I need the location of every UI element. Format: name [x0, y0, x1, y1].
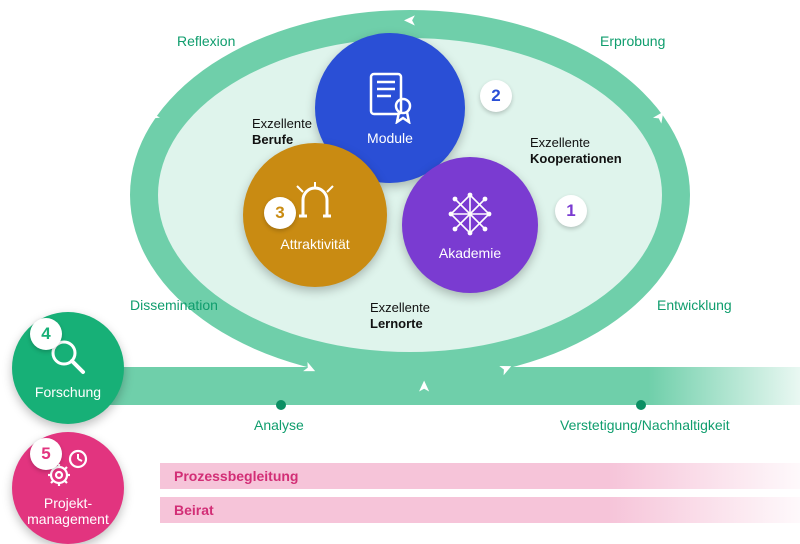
- rim-arrow-icon: ➤: [415, 381, 432, 393]
- rim-label-analyse: Analyse: [254, 417, 304, 433]
- rim-label-entwicklung: Entwicklung: [657, 297, 732, 313]
- rim-label-dissemination: Dissemination: [130, 297, 218, 313]
- node-badge-1: 1: [555, 195, 587, 227]
- pink-bar-beirat: Beirat: [160, 497, 800, 523]
- badge-number: 1: [566, 201, 575, 221]
- flow-ribbon: [110, 367, 800, 405]
- certificate-icon: [365, 70, 415, 124]
- node-badge-3: 3: [264, 197, 296, 229]
- node-label: Akademie: [439, 245, 501, 261]
- node-forschung: Forschung: [12, 312, 124, 424]
- badge-number: 2: [491, 86, 500, 106]
- badge-number: 4: [41, 324, 50, 344]
- excellence-kooperationen: Exzellente Kooperationen: [530, 135, 622, 168]
- badge-number: 3: [275, 203, 284, 223]
- node-label: Module: [367, 130, 413, 146]
- excellence-lernorte: Exzellente Lernorte: [370, 300, 430, 333]
- ribbon-dot: [276, 400, 286, 410]
- rim-label-verstetigung: Verstetigung/Nachhaltigkeit: [560, 417, 730, 433]
- excellence-line1: Exzellente: [252, 116, 312, 132]
- node-badge-4: 4: [30, 318, 62, 350]
- excellence-line2: Kooperationen: [530, 151, 622, 167]
- node-projektmanagement: Projekt- management: [12, 432, 124, 544]
- pink-bar-label: Beirat: [174, 502, 214, 518]
- node-label: Attraktivität: [280, 236, 349, 252]
- rim-arrow-icon: ➤: [404, 12, 416, 29]
- pink-bar-prozessbegleitung: Prozessbegleitung: [160, 463, 800, 489]
- rim-label-reflexion: Reflexion: [177, 33, 235, 49]
- network-icon: [445, 189, 495, 239]
- node-badge-5: 5: [30, 438, 62, 470]
- badge-number: 5: [41, 444, 50, 464]
- excellence-line1: Exzellente: [530, 135, 622, 151]
- node-akademie: Akademie: [402, 157, 538, 293]
- excellence-line1: Exzellente: [370, 300, 430, 316]
- ribbon-dot: [636, 400, 646, 410]
- pink-bar-label: Prozessbegleitung: [174, 468, 298, 484]
- node-label: Forschung: [35, 384, 101, 400]
- magnet-icon: [289, 178, 341, 230]
- diagram-stage: ➤ ➤ ➤ ➤ ➤ ➤ ➤ ➤ Reflexion Erprobung Diss…: [0, 0, 800, 541]
- node-label: Projekt- management: [27, 495, 109, 527]
- rim-label-erprobung: Erprobung: [600, 33, 665, 49]
- excellence-line2: Lernorte: [370, 316, 430, 332]
- node-badge-2: 2: [480, 80, 512, 112]
